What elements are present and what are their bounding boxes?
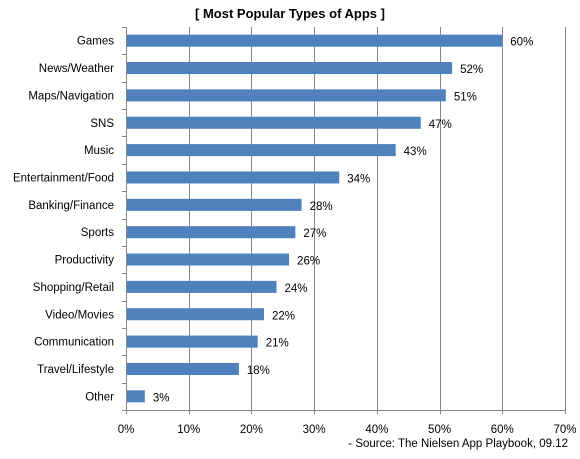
- source-note: - Source: The Nielsen App Playbook, 09.1…: [348, 438, 568, 450]
- category-label: News/Weather: [39, 63, 114, 75]
- chart-title: [ Most Popular Types of Apps ]: [195, 6, 385, 21]
- bar-video-movies: [127, 308, 264, 321]
- x-tick-label: 30%: [303, 424, 326, 436]
- bar-travel-lifestyle: [127, 362, 239, 375]
- category-label: Communication: [34, 337, 114, 349]
- x-tick-label: 40%: [365, 424, 388, 436]
- category-label: Other: [85, 391, 114, 403]
- category-label: Productivity: [55, 255, 115, 267]
- x-tick-label: 60%: [491, 424, 514, 436]
- bar-productivity: [127, 253, 290, 266]
- bar-banking-finance: [127, 198, 302, 211]
- category-label: Travel/Lifestyle: [37, 364, 114, 376]
- category-label: Shopping/Retail: [33, 282, 114, 294]
- axes: [122, 27, 566, 414]
- value-label: 24%: [285, 283, 308, 295]
- value-label: 43%: [404, 146, 427, 158]
- category-label: Maps/Navigation: [28, 90, 114, 102]
- value-label: 34%: [347, 173, 370, 185]
- category-label: Games: [77, 36, 114, 48]
- bar-other: [127, 390, 145, 403]
- value-label: 51%: [454, 91, 477, 103]
- bar-sports: [127, 226, 296, 239]
- value-label: 52%: [460, 64, 483, 76]
- x-tick-label: 70%: [553, 424, 576, 436]
- bars: [127, 34, 503, 403]
- value-label: 21%: [266, 338, 289, 350]
- labels: 0% 10% 20% 30% 40% 50% 60% 70% Games 60% News/Weat…: [13, 36, 577, 436]
- value-label: 27%: [303, 228, 326, 240]
- value-label: 26%: [297, 256, 320, 268]
- bar-entertainment-food: [127, 171, 340, 184]
- x-tick-label: 50%: [428, 424, 451, 436]
- category-label: Video/Movies: [45, 309, 114, 321]
- category-label: Entertainment/Food: [13, 172, 114, 184]
- bar-games: [127, 34, 503, 47]
- x-tick-label: 10%: [177, 424, 200, 436]
- category-label: Music: [84, 145, 114, 157]
- category-label: Banking/Finance: [28, 200, 114, 212]
- value-label: 3%: [153, 392, 170, 404]
- bar-communication: [127, 335, 258, 348]
- value-label: 22%: [272, 310, 295, 322]
- x-tick-label: 0%: [118, 424, 135, 436]
- value-label: 60%: [510, 37, 533, 49]
- category-label: Sports: [81, 227, 114, 239]
- x-tick-label: 20%: [240, 424, 263, 436]
- value-label: 47%: [429, 119, 452, 131]
- category-label: SNS: [90, 118, 114, 130]
- value-label: 18%: [247, 365, 270, 377]
- bar-news-weather: [127, 62, 453, 75]
- bar-shopping-retail: [127, 280, 277, 293]
- value-label: 28%: [310, 201, 333, 213]
- bar-music: [127, 144, 396, 157]
- grid-lines: [189, 27, 566, 410]
- bar-sns: [127, 116, 421, 129]
- bar-maps-navigation: [127, 89, 446, 102]
